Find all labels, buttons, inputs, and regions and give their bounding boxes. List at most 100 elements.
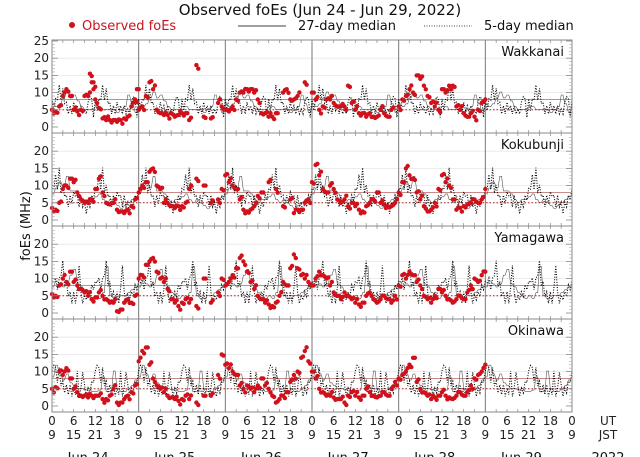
x-tick-label-ut: 18: [196, 414, 211, 428]
observed-point: [145, 345, 150, 350]
y-tick-label: 0: [41, 399, 49, 413]
observed-point: [235, 186, 241, 192]
observed-point: [140, 104, 145, 109]
observed-point: [152, 169, 158, 175]
observed-point: [167, 116, 172, 121]
observed-point: [181, 398, 186, 403]
observed-point: [159, 275, 165, 280]
observed-point: [73, 277, 78, 282]
y-tick-label: 20: [34, 330, 49, 344]
observed-point: [102, 400, 107, 405]
observed-point: [297, 370, 302, 375]
observed-point: [145, 95, 150, 100]
median-27day-line: [52, 364, 573, 392]
observed-point: [367, 200, 372, 205]
observed-point: [174, 298, 179, 303]
panel-kokubunji: 0 5 10 15 20 Kokubunji: [34, 132, 573, 227]
observed-point: [75, 109, 80, 114]
observed-point: [257, 100, 262, 106]
observed-point: [246, 270, 251, 276]
observed-point: [405, 163, 410, 169]
observed-point: [468, 200, 474, 205]
observed-point: [456, 103, 461, 108]
observed-point: [398, 284, 403, 289]
observed-point: [264, 298, 270, 303]
observed-point: [94, 100, 100, 106]
x-tick-label-ut: 6: [330, 414, 338, 428]
y-tick-label: 20: [34, 144, 49, 158]
observed-point: [167, 289, 172, 294]
observed-point: [131, 205, 136, 210]
observed-point: [356, 207, 362, 212]
observed-point: [481, 194, 486, 200]
observed-point: [466, 387, 472, 392]
observed-point: [459, 209, 465, 214]
observed-point: [365, 384, 371, 389]
observed-point: [73, 105, 78, 110]
observed-point: [266, 386, 271, 391]
observed-point: [387, 297, 392, 302]
observed-point: [394, 297, 400, 302]
observed-point: [326, 190, 331, 195]
observed-point: [392, 293, 398, 298]
observed-point: [187, 300, 192, 305]
observed-point: [398, 377, 403, 382]
observed-point: [295, 93, 300, 99]
observed-point: [241, 386, 246, 391]
x-tick-label-ut: 6: [503, 414, 511, 428]
observed-point: [427, 95, 432, 100]
observed-point: [344, 107, 349, 113]
observed-point: [354, 389, 360, 395]
observed-point: [69, 376, 75, 381]
observed-point: [483, 269, 488, 274]
observed-point: [161, 390, 167, 395]
observed-point: [253, 283, 259, 288]
observed-point: [315, 373, 320, 379]
observed-point: [452, 84, 457, 90]
observed-point: [232, 275, 237, 280]
day-label: Jun 26: [240, 451, 282, 457]
observed-point: [141, 107, 147, 113]
observed-point: [438, 393, 443, 398]
observed-point: [378, 107, 383, 113]
observed-point: [396, 104, 401, 109]
x-tick-label-jst: 9: [135, 428, 143, 442]
observed-point: [373, 199, 378, 204]
observed-point: [217, 200, 223, 206]
x-tick-label-jst: 9: [308, 428, 316, 442]
observed-point: [441, 87, 446, 92]
observed-point: [380, 104, 385, 109]
x-tick-label-jst: 15: [499, 428, 514, 442]
observed-point: [136, 276, 141, 281]
observed-point: [457, 205, 463, 211]
observed-point: [127, 211, 132, 216]
station-label: Wakkanai: [501, 45, 564, 60]
observed-point: [60, 93, 65, 99]
day-label: Jun 25: [153, 451, 195, 457]
observed-point: [403, 369, 409, 374]
observed-point: [412, 273, 418, 278]
observed-point: [327, 97, 333, 102]
observed-point: [113, 383, 118, 388]
observed-point: [98, 174, 104, 179]
observed-point: [131, 301, 136, 307]
observed-point: [279, 290, 284, 295]
x-tick-label-ut: 12: [521, 414, 536, 428]
observed-point: [329, 93, 335, 99]
observed-point: [401, 98, 407, 103]
observed-point: [445, 88, 450, 93]
observed-point: [311, 283, 316, 288]
observed-point: [150, 87, 156, 92]
observed-point: [362, 111, 367, 116]
observed-point: [109, 392, 114, 397]
observed-point: [221, 188, 226, 193]
x-tick-label-ut: 0: [308, 414, 316, 428]
observed-point: [235, 372, 241, 378]
chart-title: Observed foEs (Jun 24 - Jun 29, 2022): [179, 1, 461, 19]
observed-point: [60, 186, 65, 192]
observed-point: [185, 111, 190, 116]
y-tick-label: 5: [41, 382, 49, 396]
observed-point: [131, 100, 136, 105]
observed-point: [163, 276, 168, 281]
observed-point: [134, 382, 140, 387]
